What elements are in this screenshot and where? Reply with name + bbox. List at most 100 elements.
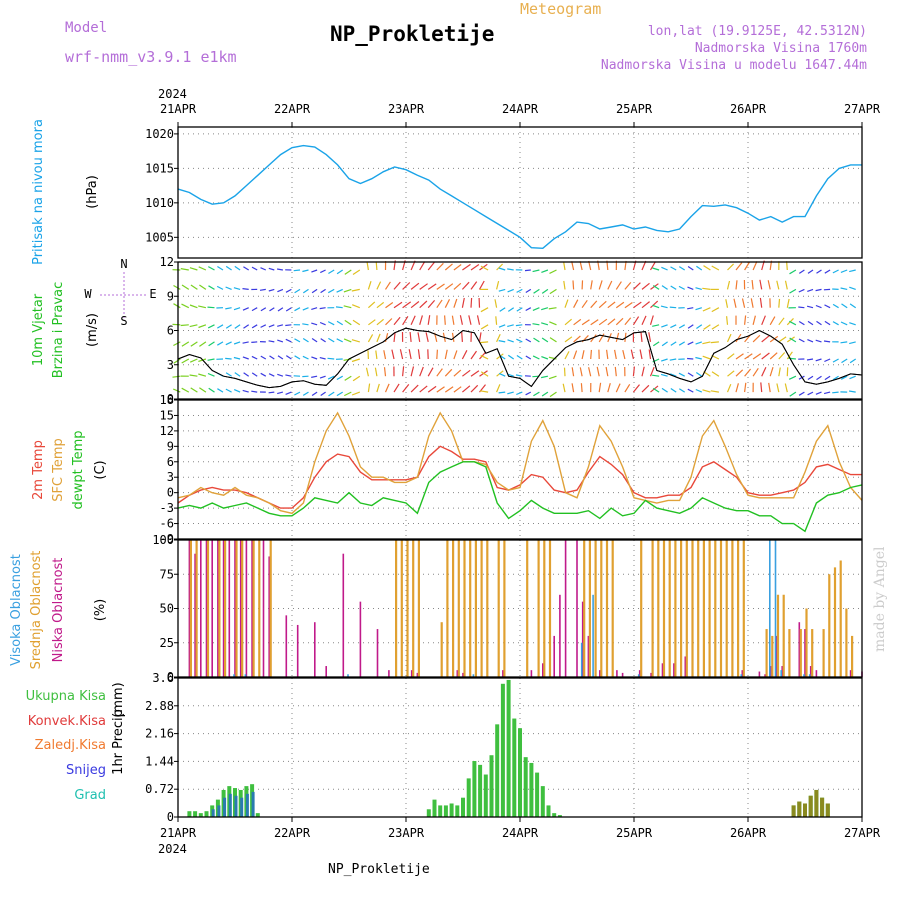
wind-arrow — [581, 319, 590, 326]
wind-arrow — [573, 318, 582, 326]
wind-arrow — [750, 298, 754, 308]
wind-arrow — [393, 383, 400, 393]
compass-s: S — [120, 314, 127, 328]
wind-arrow — [702, 341, 711, 345]
wind-arrow — [320, 391, 326, 396]
y-tick-label-temperature: 18 — [160, 393, 174, 407]
wind-arrow — [351, 288, 360, 292]
wind-arrow — [319, 321, 326, 326]
wind-arrow — [687, 266, 694, 271]
wind-arrow — [480, 265, 489, 271]
y-tick-label-temperature: -9 — [160, 532, 174, 546]
wind-arrow — [778, 367, 781, 377]
product-label: Meteogram — [520, 0, 602, 18]
x-tick-label-bottom: 26APR — [730, 826, 767, 840]
wind-arrow — [670, 388, 677, 393]
wind-arrow — [752, 261, 758, 271]
precip-bar-total — [204, 811, 209, 817]
precip-bar-total — [535, 772, 540, 817]
x-tick-label-bottom: 27APR — [844, 826, 881, 840]
wind-arrow — [336, 320, 344, 326]
wind-arrow — [225, 324, 232, 329]
wind-arrow — [769, 367, 774, 377]
precip-bar-snow — [223, 797, 227, 817]
wind-arrow — [752, 334, 761, 343]
wind-arrow — [198, 358, 207, 362]
wind-arrow — [276, 268, 284, 271]
wind-arrow — [436, 299, 443, 309]
wind-arrow — [496, 333, 501, 343]
y-tick-label-temperature: -6 — [160, 517, 174, 531]
wind-arrow — [607, 333, 612, 343]
precip-bar-snow — [228, 793, 232, 817]
wind-arrow — [580, 383, 583, 393]
wind-arrow — [661, 341, 668, 347]
wind-arrow — [328, 269, 335, 275]
series-line-temperature-2 — [177, 461, 863, 533]
precip-bar-total — [187, 811, 192, 817]
precip-bar-mixed — [803, 803, 807, 817]
wind-arrow — [479, 390, 489, 393]
wind-arrow — [695, 341, 703, 345]
wind-arrow — [311, 391, 318, 396]
wind-arrow — [598, 333, 605, 343]
wind-arrow — [277, 324, 284, 327]
precip-bar-total — [443, 805, 448, 817]
wind-arrow — [453, 350, 458, 360]
wind-arrow — [840, 341, 848, 344]
wind-arrow — [468, 315, 472, 325]
wind-arrow — [181, 358, 190, 364]
wind-arrow — [343, 288, 352, 293]
y-tick-label-pressure: 1020 — [145, 127, 174, 141]
wind-arrow — [478, 280, 485, 290]
precip-bar-total — [518, 728, 522, 817]
wind-arrow — [525, 307, 532, 312]
y-tick-label-clouds: 25 — [160, 636, 174, 650]
y-tick-label-clouds: 50 — [160, 602, 174, 616]
wind-arrow — [744, 368, 752, 377]
wind-arrow — [678, 324, 686, 329]
wind-arrow — [744, 261, 751, 271]
wind-arrow — [849, 269, 856, 273]
wind-arrow — [726, 333, 732, 343]
wind-arrow — [632, 366, 635, 377]
precip-bar-snow — [217, 805, 221, 817]
wind-arrow — [649, 261, 657, 271]
wind-arrow — [751, 280, 754, 290]
wind-arrow — [807, 269, 814, 274]
wind-arrow — [549, 269, 557, 274]
x-tick-label-bottom: 23APR — [388, 826, 425, 840]
wind-arrow — [216, 285, 224, 290]
wind-arrow — [302, 269, 309, 273]
wind-arrow — [841, 303, 848, 309]
wind-arrow — [251, 307, 258, 312]
wind-arrow — [436, 368, 443, 377]
wind-arrow — [548, 375, 557, 380]
wind-arrow — [444, 349, 448, 360]
wind-arrow — [336, 338, 343, 343]
precip-legend-item: Grad — [74, 788, 106, 803]
wind-arrow — [849, 390, 856, 393]
wind-arrow — [190, 284, 198, 290]
wind-arrow — [726, 316, 729, 325]
y-tick-label-clouds: 0 — [167, 670, 174, 684]
wind-arrow — [695, 388, 703, 393]
wind-arrow — [498, 288, 506, 292]
wind-arrow — [470, 384, 479, 393]
wind-arrow — [711, 265, 720, 271]
wind-arrow — [687, 286, 694, 290]
wind-arrow — [703, 324, 711, 330]
y-tick-label-precip: 1.44 — [145, 754, 174, 768]
precip-bar-total — [432, 799, 437, 817]
wind-arrow — [444, 368, 453, 377]
wind-arrow — [328, 337, 335, 343]
wind-arrow — [590, 280, 593, 290]
wind-arrow — [532, 323, 540, 326]
wind-arrow — [541, 322, 549, 326]
wind-arrow — [564, 318, 572, 326]
wind-arrow — [669, 306, 677, 309]
wind-arrow — [367, 334, 374, 343]
wind-arrow — [648, 332, 652, 343]
series-line-temperature-1 — [177, 411, 863, 515]
